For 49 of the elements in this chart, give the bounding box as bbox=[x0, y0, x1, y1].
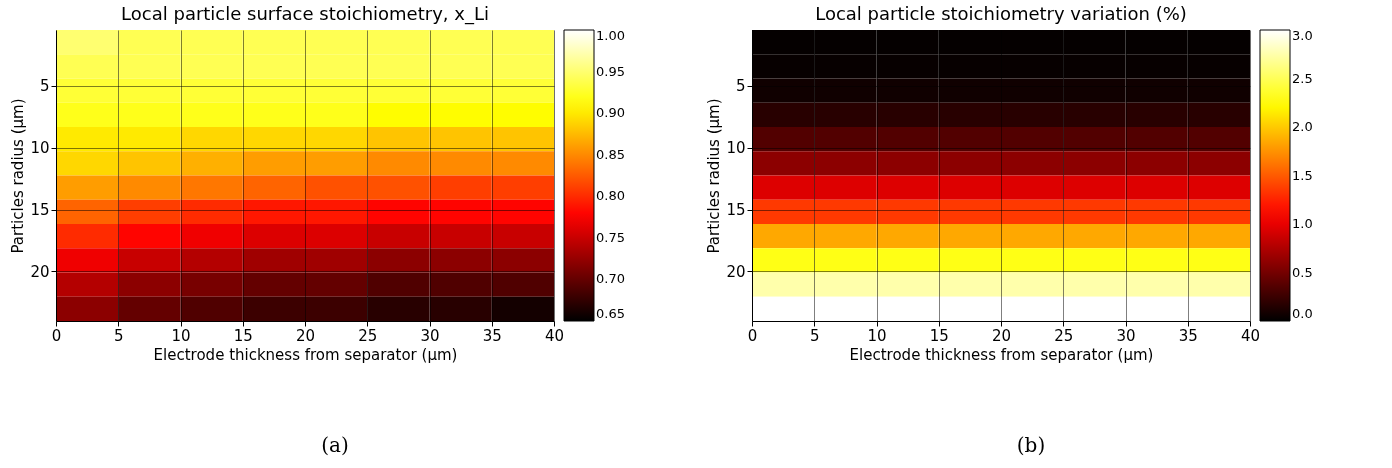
x-tick-label: 0 bbox=[747, 326, 758, 345]
x-tick-label: 20 bbox=[991, 326, 1012, 345]
color-bar-label: 0.75 bbox=[596, 229, 625, 245]
y-tick-label: 20 bbox=[30, 262, 50, 281]
y-tick-label: 5 bbox=[735, 77, 746, 96]
color-bar-label: 1.0 bbox=[1292, 216, 1313, 231]
y-tick-label: 15 bbox=[30, 201, 50, 220]
y-tick-label: 10 bbox=[30, 139, 50, 158]
color-bar-label: 0.65 bbox=[596, 306, 625, 321]
color-bar-label: 2.0 bbox=[1292, 119, 1313, 134]
x-tick-label: 40 bbox=[544, 326, 565, 345]
y-axis-title: Particles radius (μm) bbox=[9, 98, 28, 254]
x-tick-label: 15 bbox=[233, 326, 253, 345]
x-tick-label: 10 bbox=[171, 326, 191, 345]
color-bar-label: 0.80 bbox=[596, 188, 625, 204]
x-tick-label: 20 bbox=[295, 326, 316, 345]
color-bar-label: 0.70 bbox=[596, 271, 625, 287]
y-tick-label: 20 bbox=[726, 262, 746, 281]
y-tick-label: 5 bbox=[39, 77, 50, 96]
x-tick-label: 30 bbox=[420, 326, 440, 345]
x-tick-label: 40 bbox=[1240, 326, 1261, 345]
y-tick-label: 10 bbox=[726, 139, 746, 158]
y-axis-title: Particles radius (μm) bbox=[705, 98, 724, 254]
chart-title: Local particle surface stoichiometry, x_Li bbox=[121, 3, 489, 25]
x-tick-label: 25 bbox=[1054, 326, 1074, 345]
chart-title: Local particle stoichiometry variation (%) bbox=[815, 3, 1187, 24]
color-bar-label: 0.95 bbox=[596, 63, 625, 79]
x-tick-label: 15 bbox=[929, 326, 949, 345]
y-tick-label: 15 bbox=[726, 201, 746, 220]
text: (b) bbox=[1016, 433, 1046, 457]
x-tick-label: 10 bbox=[867, 326, 887, 345]
text: (a) bbox=[321, 433, 349, 457]
color-bar-label: 1.00 bbox=[596, 28, 625, 43]
x-tick-label: 25 bbox=[358, 326, 378, 345]
color-bar-label: 3.0 bbox=[1292, 28, 1313, 43]
x-axis-title: Electrode thickness from separator (μm) bbox=[153, 345, 458, 364]
x-tick-label: 5 bbox=[113, 326, 124, 345]
color-bar-label: 0.5 bbox=[1292, 264, 1313, 280]
color-bar-label: 0.85 bbox=[596, 146, 625, 162]
x-tick-label: 5 bbox=[809, 326, 820, 345]
color-bar-label: 0.90 bbox=[596, 105, 625, 121]
x-tick-label: 30 bbox=[1116, 326, 1136, 345]
color-bar-label: 1.5 bbox=[1292, 167, 1313, 183]
x-tick-label: 35 bbox=[482, 326, 502, 345]
x-tick-label: 35 bbox=[1178, 326, 1198, 345]
color-bar-label: 0.0 bbox=[1292, 306, 1313, 321]
color-bar-label: 2.5 bbox=[1292, 70, 1313, 86]
x-tick-label: 0 bbox=[51, 326, 62, 345]
x-axis-title: Electrode thickness from separator (μm) bbox=[849, 345, 1154, 364]
